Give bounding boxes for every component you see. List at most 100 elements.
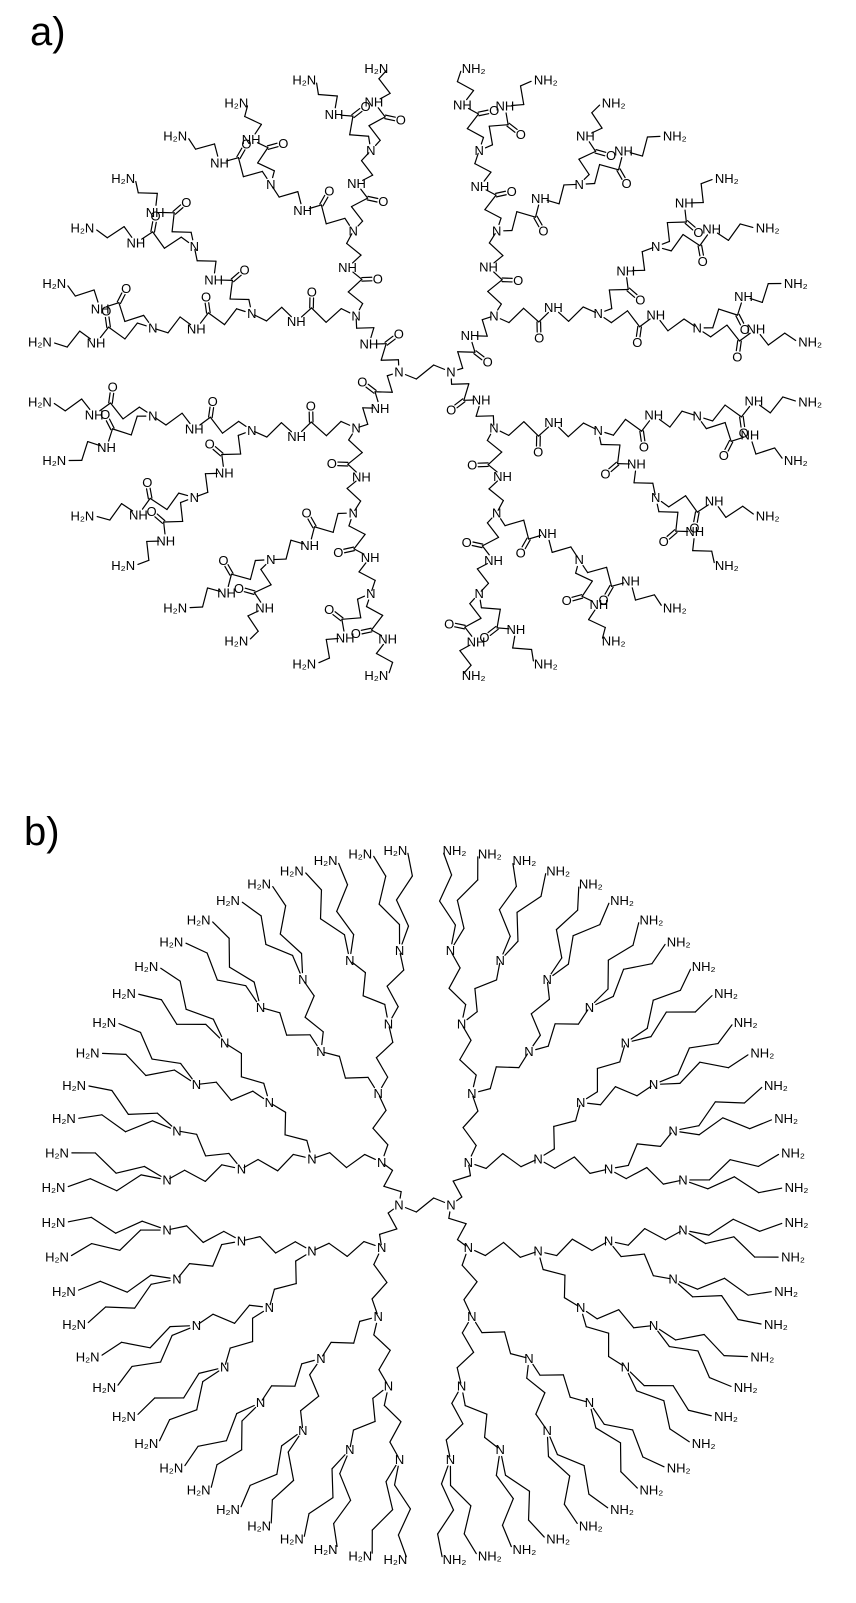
terminal-right-label: NH₂ bbox=[462, 668, 486, 683]
bond bbox=[344, 547, 354, 549]
terminal-right-label: NH₂ bbox=[784, 276, 808, 291]
carbonyl-label: O bbox=[121, 281, 131, 296]
amine-label: N bbox=[678, 1172, 687, 1187]
bond bbox=[555, 1157, 575, 1168]
amine-label: N bbox=[492, 224, 501, 239]
bond bbox=[311, 527, 314, 539]
bond bbox=[506, 1475, 530, 1491]
bond bbox=[349, 440, 363, 453]
bond bbox=[135, 1284, 151, 1308]
bond bbox=[353, 1421, 375, 1430]
bond bbox=[582, 581, 592, 596]
bond bbox=[698, 1278, 725, 1289]
bond bbox=[485, 1242, 503, 1255]
amide-label: NH bbox=[544, 300, 563, 315]
bond bbox=[185, 1170, 206, 1181]
bond bbox=[341, 421, 350, 425]
bond bbox=[384, 1405, 401, 1421]
bond bbox=[464, 1534, 476, 1554]
bond bbox=[601, 1087, 616, 1105]
bond bbox=[627, 278, 629, 290]
bond bbox=[668, 319, 684, 331]
bond bbox=[106, 1307, 135, 1308]
bond bbox=[141, 1175, 160, 1179]
bond bbox=[347, 243, 361, 255]
bond bbox=[189, 139, 196, 149]
amine-label: N bbox=[190, 490, 199, 505]
amide-label: NH bbox=[531, 191, 550, 206]
bond bbox=[249, 1305, 262, 1307]
bond bbox=[97, 230, 108, 238]
bond bbox=[151, 1275, 170, 1278]
bond bbox=[358, 596, 365, 599]
bond bbox=[170, 1170, 185, 1178]
bond bbox=[246, 986, 257, 1002]
bond bbox=[376, 140, 381, 145]
bond bbox=[536, 1393, 545, 1414]
carbonyl-label: O bbox=[240, 262, 250, 277]
bond bbox=[477, 569, 488, 583]
carbonyl-label: O bbox=[462, 535, 472, 550]
bond bbox=[628, 1144, 637, 1166]
bond bbox=[513, 636, 515, 648]
bond bbox=[126, 1054, 146, 1075]
bond bbox=[331, 1342, 354, 1343]
bond bbox=[653, 990, 680, 1000]
amine-label: N bbox=[220, 1360, 229, 1375]
bond bbox=[613, 419, 625, 435]
bond bbox=[382, 1077, 388, 1087]
amide-label: NH bbox=[479, 260, 498, 275]
amine-label: N bbox=[576, 1300, 585, 1315]
bond bbox=[627, 311, 639, 327]
bond bbox=[142, 1221, 160, 1228]
bond bbox=[152, 1059, 181, 1063]
bond bbox=[619, 1310, 634, 1328]
bond bbox=[719, 309, 738, 315]
bond bbox=[475, 164, 491, 173]
bond bbox=[339, 1056, 345, 1078]
bond bbox=[330, 1153, 347, 1168]
bond bbox=[203, 588, 208, 607]
terminal-left-label: H₂N bbox=[111, 171, 135, 186]
bond bbox=[722, 1296, 738, 1320]
bond bbox=[596, 150, 606, 153]
amine-label: N bbox=[621, 1360, 630, 1375]
bond bbox=[584, 175, 589, 180]
bond bbox=[738, 303, 742, 315]
bond bbox=[374, 1323, 377, 1335]
bond bbox=[659, 512, 678, 513]
bond bbox=[222, 455, 224, 467]
bond bbox=[667, 222, 686, 223]
amine-label: N bbox=[298, 972, 307, 987]
bond bbox=[260, 1237, 276, 1253]
bond bbox=[116, 1166, 144, 1173]
bond bbox=[213, 1314, 235, 1323]
amine-label: N bbox=[446, 1452, 455, 1467]
bond bbox=[102, 1342, 122, 1355]
bond bbox=[595, 153, 605, 156]
terminal-left-label: H₂N bbox=[76, 1349, 100, 1364]
bond bbox=[381, 344, 386, 361]
amide-label: NH bbox=[507, 622, 526, 637]
terminal-right-label: NH₂ bbox=[781, 1145, 805, 1160]
bond bbox=[713, 405, 725, 421]
terminal-left-label: H₂N bbox=[384, 1552, 408, 1567]
bond bbox=[550, 1437, 558, 1455]
bond bbox=[690, 1231, 709, 1235]
bond bbox=[498, 304, 502, 310]
bond bbox=[490, 1067, 496, 1089]
bond bbox=[593, 1408, 604, 1424]
bond bbox=[517, 912, 518, 941]
bond bbox=[371, 615, 382, 630]
carbonyl-label: O bbox=[513, 273, 523, 288]
bond bbox=[458, 368, 463, 370]
bond bbox=[136, 181, 139, 192]
bond bbox=[339, 863, 348, 884]
terminal-left-label: H₂N bbox=[364, 668, 388, 683]
bond bbox=[449, 1218, 466, 1223]
bond bbox=[463, 1005, 466, 1018]
terminal-right-label: NH₂ bbox=[785, 1215, 809, 1230]
bond bbox=[632, 588, 635, 600]
bond bbox=[379, 1350, 390, 1369]
bond bbox=[405, 1208, 416, 1212]
